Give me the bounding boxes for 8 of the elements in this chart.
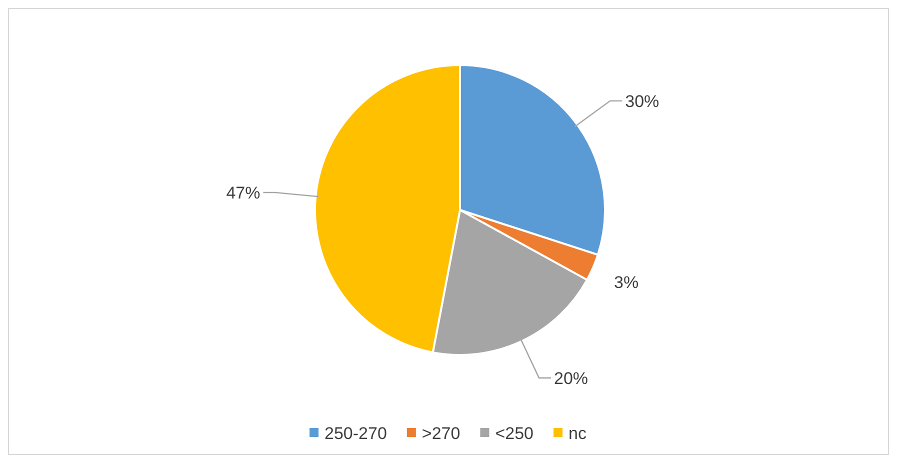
legend-label: 250-270 (324, 424, 387, 443)
legend-label: <250 (495, 424, 534, 443)
data-label: 20% (554, 368, 588, 388)
data-label: 47% (226, 183, 260, 202)
legend-label: nc (568, 424, 587, 443)
data-label: 30% (625, 92, 660, 111)
data-label: 3% (614, 272, 639, 292)
legend-label: >270 (422, 424, 460, 443)
